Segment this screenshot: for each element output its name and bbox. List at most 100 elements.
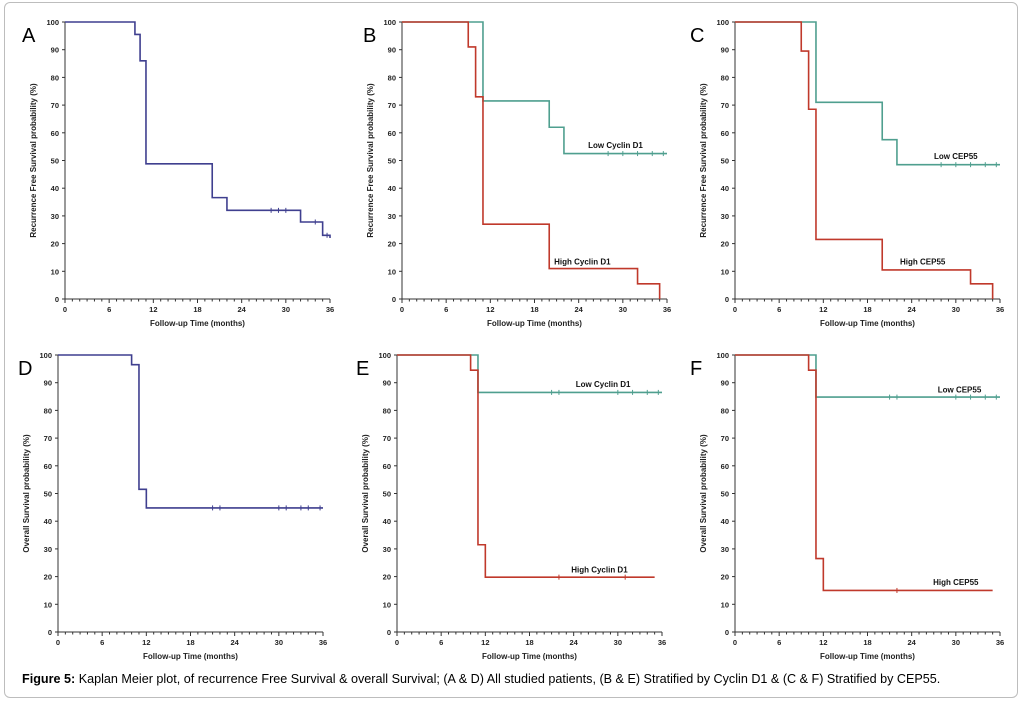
panel-a-x-tick-label: 24	[237, 305, 246, 314]
panel-b-series-2-label: High Cyclin D1	[554, 257, 611, 266]
panel-e-y-tick-label: 100	[378, 351, 391, 360]
panel-e-x-axis-label: Follow-up Time (months)	[482, 652, 577, 661]
panel-f-x-tick-label: 24	[907, 638, 916, 647]
panel-e-series-1-label: Low Cyclin D1	[576, 380, 631, 389]
panel-c-y-tick-label: 70	[721, 101, 729, 110]
panel-f-series-1-label: Low CEP55	[938, 385, 982, 394]
panel-b-chart: B 0 10 20 30 40 50 60 70 80 90 100 0 6 12 18 24 30 36 Follo…	[363, 18, 671, 328]
figure-frame	[4, 2, 1018, 698]
panel-b-y-axis-label: Recurrence Free Survival probability (%)	[366, 83, 375, 238]
panel-d-y-tick-label: 60	[44, 462, 52, 471]
panel-e-x-tick-label: 24	[569, 638, 578, 647]
panel-e-series-2-label: High Cyclin D1	[571, 565, 628, 574]
panel-c-series-2-label: High CEP55	[900, 257, 946, 266]
panel-c-y-tick-label: 60	[721, 129, 729, 138]
panel-f-y-axis-label: Overall Survival probability (%)	[699, 434, 708, 553]
panel-c-series-1-line	[735, 21, 1000, 166]
panel-d-y-tick-label: 70	[44, 434, 52, 443]
panel-f-letter: F	[690, 358, 702, 380]
panel-f-x-tick-label: 18	[863, 638, 871, 647]
panel-a-y-tick-label: 30	[51, 212, 59, 221]
panel-d-y-tick-label: 80	[44, 406, 52, 415]
panel-c-chart: C 0 10 20 30 40 50 60 70 80 90 100 0 6 12 18 24 30 36 Follo…	[690, 18, 1004, 328]
panel-b-y-tick-label: 80	[388, 73, 396, 82]
panel-c-x-tick-label: 0	[733, 305, 737, 314]
panel-c-x-tick-label: 12	[819, 305, 827, 314]
panel-b-letter: B	[363, 25, 376, 47]
panel-f-y-tick-label: 70	[721, 434, 729, 443]
panel-c-x-tick-label: 24	[907, 305, 916, 314]
panel-f-y-tick-label: 20	[721, 573, 729, 582]
panel-e-y-tick-label: 90	[383, 379, 391, 388]
caption-label: Figure 5:	[22, 672, 76, 686]
panel-d-chart: D 0 10 20 30 40 50 60 70 80 90 100 0 6 12 18 24 30 36 Follo…	[18, 351, 327, 661]
panel-e-x-tick-label: 18	[525, 638, 533, 647]
panel-b-x-tick-label: 18	[530, 305, 538, 314]
panel-a-y-tick-label: 40	[51, 184, 59, 193]
panel-c-x-tick-label: 18	[863, 305, 871, 314]
panel-a-y-tick-label: 80	[51, 73, 59, 82]
panel-f-y-tick-label: 40	[721, 517, 729, 526]
panel-a-y-tick-label: 100	[46, 18, 59, 27]
panel-b-y-tick-label: 100	[383, 18, 396, 27]
panel-e-y-tick-label: 20	[383, 573, 391, 582]
panel-d-x-tick-label: 0	[56, 638, 60, 647]
panel-c-x-tick-label: 30	[952, 305, 960, 314]
panel-d-y-tick-label: 20	[44, 573, 52, 582]
panel-e-x-tick-label: 6	[439, 638, 443, 647]
panel-c-letter: C	[690, 25, 704, 47]
panel-c-x-axis-label: Follow-up Time (months)	[820, 319, 915, 328]
panel-f-x-tick-label: 12	[819, 638, 827, 647]
panel-b-series-2-line	[402, 21, 661, 299]
panel-d-x-axis-label: Follow-up Time (months)	[143, 652, 238, 661]
panel-b-y-tick-label: 20	[388, 240, 396, 249]
panel-f-chart: F 0 10 20 30 40 50 60 70 80 90 100 0 6 12 18 24 30 36 Follo…	[690, 351, 1004, 661]
figure-caption: Figure 5: Kaplan Meier plot, of recurren…	[22, 672, 1022, 686]
panel-b-y-tick-label: 60	[388, 129, 396, 138]
panel-d-y-axis-label: Overall Survival probability (%)	[22, 434, 31, 553]
panel-c-y-tick-label: 100	[716, 18, 729, 27]
panel-a-y-tick-label: 10	[51, 267, 59, 276]
panel-b-y-tick-label: 70	[388, 101, 396, 110]
panel-f-x-axis-label: Follow-up Time (months)	[820, 652, 915, 661]
panel-c-y-tick-label: 80	[721, 73, 729, 82]
panel-d-x-tick-label: 30	[275, 638, 283, 647]
panel-c-x-tick-label: 36	[996, 305, 1004, 314]
panel-d-y-tick-label: 90	[44, 379, 52, 388]
panel-f-y-tick-label: 90	[721, 379, 729, 388]
panel-c-y-tick-label: 0	[725, 295, 729, 304]
panel-b-y-tick-label: 10	[388, 267, 396, 276]
panel-f-y-tick-label: 50	[721, 490, 729, 499]
panel-e-y-tick-label: 10	[383, 600, 391, 609]
panel-a-y-tick-label: 50	[51, 157, 59, 166]
panel-a-x-tick-label: 6	[107, 305, 111, 314]
panel-e-y-tick-label: 70	[383, 434, 391, 443]
panel-b-x-axis-label: Follow-up Time (months)	[487, 319, 582, 328]
panel-c-y-tick-label: 10	[721, 267, 729, 276]
panel-a-y-tick-label: 70	[51, 101, 59, 110]
panel-b-y-tick-label: 0	[392, 295, 396, 304]
panel-e-y-tick-label: 30	[383, 545, 391, 554]
panel-f-x-tick-label: 36	[996, 638, 1004, 647]
panel-a-y-tick-label: 0	[55, 295, 59, 304]
panel-f-series-2-label: High CEP55	[933, 578, 979, 587]
panel-c-y-tick-label: 40	[721, 184, 729, 193]
panel-b-x-tick-label: 12	[486, 305, 494, 314]
panel-c-y-tick-label: 50	[721, 157, 729, 166]
panel-d-y-tick-label: 40	[44, 517, 52, 526]
panel-a-x-tick-label: 30	[282, 305, 290, 314]
panel-d-series-1-line	[58, 354, 323, 509]
panel-a-series-1-line	[65, 21, 331, 239]
panel-b-y-tick-label: 40	[388, 184, 396, 193]
panel-a-y-axis-label: Recurrence Free Survival probability (%)	[29, 83, 38, 238]
panel-d-y-tick-label: 10	[44, 600, 52, 609]
panel-e-y-tick-label: 40	[383, 517, 391, 526]
caption-text: Kaplan Meier plot, of recurrence Free Su…	[78, 672, 941, 686]
panel-a-chart: A 0 10 20 30 40 50 60 70 80 90 100 0 6 12 18 24 30 36 Follo…	[22, 18, 334, 328]
panel-d-x-tick-label: 12	[142, 638, 150, 647]
panel-b-series-1-label: Low Cyclin D1	[588, 141, 643, 150]
panel-e-chart: E 0 10 20 30 40 50 60 70 80 90 100 0 6 12 18 24 30 36 Follo…	[356, 351, 666, 661]
panel-a-x-tick-label: 12	[149, 305, 157, 314]
panel-c-x-tick-label: 6	[777, 305, 781, 314]
